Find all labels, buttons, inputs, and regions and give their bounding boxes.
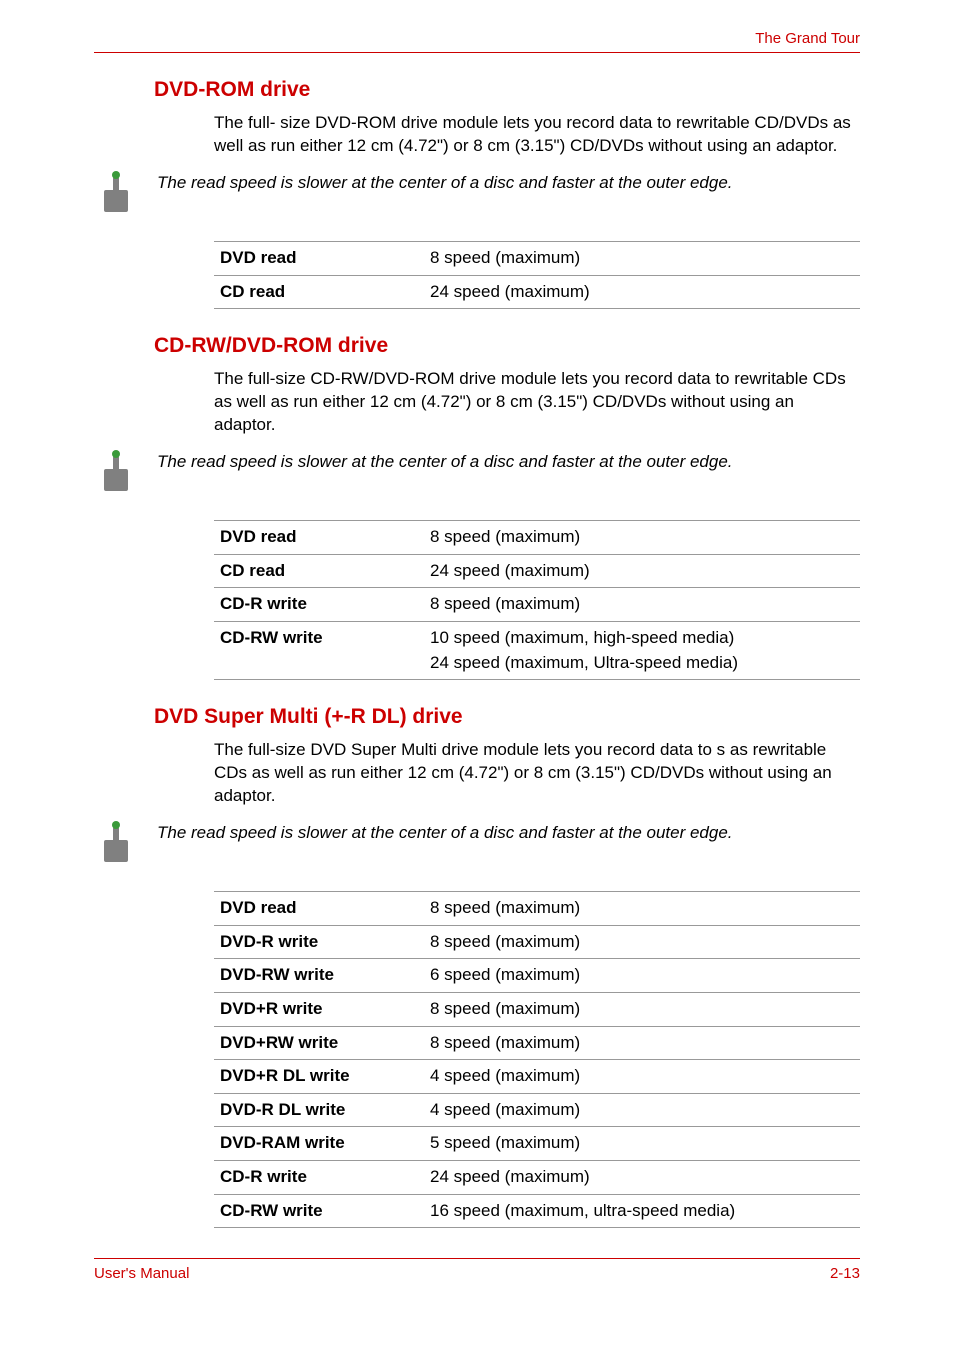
table-row: CD-R write8 speed (maximum) bbox=[214, 588, 860, 622]
spec-table-supermulti: DVD read8 speed (maximum) DVD-R write8 s… bbox=[214, 891, 860, 1228]
spec-value: 8 speed (maximum) bbox=[424, 925, 860, 959]
info-icon bbox=[94, 170, 142, 223]
spec-label: DVD-RAM write bbox=[214, 1127, 424, 1161]
paragraph-supermulti: The full-size DVD Super Multi drive modu… bbox=[214, 739, 860, 808]
section-heading-dvdrom: DVD-ROM drive bbox=[154, 78, 860, 102]
spec-value: 24 speed (maximum) bbox=[424, 554, 860, 588]
table-row: CD read24 speed (maximum) bbox=[214, 554, 860, 588]
spec-label: DVD-R write bbox=[214, 925, 424, 959]
spec-table-dvdrom: DVD read8 speed (maximum) CD read24 spee… bbox=[214, 241, 860, 309]
table-row: DVD-R DL write4 speed (maximum) bbox=[214, 1093, 860, 1127]
note-text-supermulti: The read speed is slower at the center o… bbox=[157, 820, 860, 845]
spec-value: 8 speed (maximum) bbox=[424, 1026, 860, 1060]
spec-value: 24 speed (maximum) bbox=[424, 1161, 860, 1195]
spec-label: DVD read bbox=[214, 520, 424, 554]
spec-value: 8 speed (maximum) bbox=[424, 241, 860, 275]
spec-value: 24 speed (maximum) bbox=[424, 275, 860, 309]
spec-value: 10 speed (maximum, high-speed media) 24 … bbox=[424, 621, 860, 679]
spec-value: 8 speed (maximum) bbox=[424, 588, 860, 622]
info-icon bbox=[94, 449, 142, 502]
header-divider bbox=[94, 52, 860, 53]
footer-right: 2-13 bbox=[830, 1265, 860, 1282]
spec-label: CD-RW write bbox=[214, 1194, 424, 1228]
note-block-dvdrom: The read speed is slower at the center o… bbox=[94, 170, 860, 223]
spec-label: DVD read bbox=[214, 891, 424, 925]
spec-label: DVD+R DL write bbox=[214, 1060, 424, 1094]
spec-value: 8 speed (maximum) bbox=[424, 520, 860, 554]
table-row: CD-RW write16 speed (maximum, ultra-spee… bbox=[214, 1194, 860, 1228]
spec-label: DVD read bbox=[214, 241, 424, 275]
note-text-dvdrom: The read speed is slower at the center o… bbox=[157, 170, 860, 195]
spec-label: CD-RW write bbox=[214, 621, 424, 679]
spec-value: 4 speed (maximum) bbox=[424, 1093, 860, 1127]
table-row: DVD+RW write8 speed (maximum) bbox=[214, 1026, 860, 1060]
table-row: DVD-RAM write5 speed (maximum) bbox=[214, 1127, 860, 1161]
spec-label: CD-R write bbox=[214, 1161, 424, 1195]
spec-value: 5 speed (maximum) bbox=[424, 1127, 860, 1161]
table-row: DVD-R write8 speed (maximum) bbox=[214, 925, 860, 959]
spec-label: DVD+R write bbox=[214, 992, 424, 1026]
footer-left: User's Manual bbox=[94, 1265, 189, 1282]
table-row: CD-R write24 speed (maximum) bbox=[214, 1161, 860, 1195]
table-row: DVD+R DL write4 speed (maximum) bbox=[214, 1060, 860, 1094]
note-block-supermulti: The read speed is slower at the center o… bbox=[94, 820, 860, 873]
spec-label: CD-R write bbox=[214, 588, 424, 622]
spec-value: 6 speed (maximum) bbox=[424, 959, 860, 993]
page-footer: User's Manual 2-13 bbox=[94, 1258, 860, 1282]
table-row: DVD+R write8 speed (maximum) bbox=[214, 992, 860, 1026]
spec-table-cdrw: DVD read8 speed (maximum) CD read24 spee… bbox=[214, 520, 860, 680]
table-row: CD read24 speed (maximum) bbox=[214, 275, 860, 309]
table-row: DVD read8 speed (maximum) bbox=[214, 891, 860, 925]
spec-label: DVD-R DL write bbox=[214, 1093, 424, 1127]
note-text-cdrw: The read speed is slower at the center o… bbox=[157, 449, 860, 474]
spec-value: 8 speed (maximum) bbox=[424, 891, 860, 925]
table-row: DVD read8 speed (maximum) bbox=[214, 520, 860, 554]
section-heading-supermulti: DVD Super Multi (+-R DL) drive bbox=[154, 705, 860, 729]
section-heading-cdrw: CD-RW/DVD-ROM drive bbox=[154, 334, 860, 358]
paragraph-dvdrom: The full- size DVD-ROM drive module lets… bbox=[214, 112, 860, 158]
note-block-cdrw: The read speed is slower at the center o… bbox=[94, 449, 860, 502]
spec-label: DVD+RW write bbox=[214, 1026, 424, 1060]
table-row: DVD read8 speed (maximum) bbox=[214, 241, 860, 275]
info-icon bbox=[94, 820, 142, 873]
spec-label: CD read bbox=[214, 275, 424, 309]
table-row: DVD-RW write6 speed (maximum) bbox=[214, 959, 860, 993]
spec-value: 4 speed (maximum) bbox=[424, 1060, 860, 1094]
spec-value: 8 speed (maximum) bbox=[424, 992, 860, 1026]
paragraph-cdrw: The full-size CD-RW/DVD-ROM drive module… bbox=[214, 368, 860, 437]
spec-label: DVD-RW write bbox=[214, 959, 424, 993]
chapter-link[interactable]: The Grand Tour bbox=[94, 30, 860, 47]
table-row: CD-RW write10 speed (maximum, high-speed… bbox=[214, 621, 860, 679]
spec-label: CD read bbox=[214, 554, 424, 588]
spec-value: 16 speed (maximum, ultra-speed media) bbox=[424, 1194, 860, 1228]
